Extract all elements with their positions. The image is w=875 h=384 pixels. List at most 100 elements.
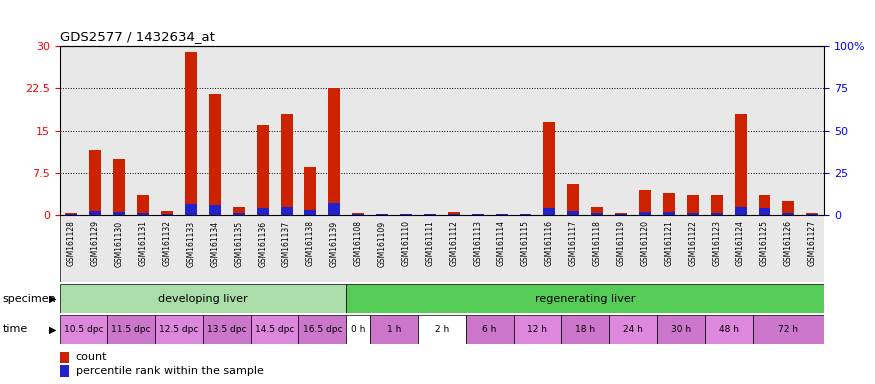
Text: 11.5 dpc: 11.5 dpc bbox=[111, 325, 151, 334]
Text: GSM161111: GSM161111 bbox=[425, 220, 434, 266]
Text: GSM161135: GSM161135 bbox=[234, 220, 243, 266]
Text: 2 h: 2 h bbox=[435, 325, 449, 334]
Text: GSM161128: GSM161128 bbox=[67, 220, 76, 266]
Text: 13.5 dpc: 13.5 dpc bbox=[207, 325, 247, 334]
Text: GSM161117: GSM161117 bbox=[569, 220, 578, 266]
Text: GSM161112: GSM161112 bbox=[450, 220, 458, 266]
Bar bbox=[592, 207, 603, 215]
Text: 18 h: 18 h bbox=[575, 325, 595, 334]
Text: GSM161115: GSM161115 bbox=[521, 220, 530, 266]
Bar bbox=[203, 315, 251, 344]
Bar bbox=[304, 167, 317, 215]
Text: GSM161123: GSM161123 bbox=[712, 220, 721, 266]
Bar bbox=[687, 195, 699, 215]
Bar bbox=[704, 315, 752, 344]
Bar bbox=[400, 214, 412, 215]
Bar bbox=[592, 214, 603, 215]
Bar bbox=[710, 213, 723, 215]
Bar bbox=[185, 52, 197, 215]
Bar bbox=[185, 204, 197, 215]
Bar bbox=[735, 114, 746, 215]
Text: GSM161116: GSM161116 bbox=[545, 220, 554, 266]
Bar bbox=[543, 208, 556, 215]
Bar bbox=[609, 315, 657, 344]
Text: GSM161118: GSM161118 bbox=[592, 220, 602, 266]
Text: 1 h: 1 h bbox=[387, 325, 402, 334]
Text: GSM161113: GSM161113 bbox=[473, 220, 482, 266]
Bar bbox=[161, 210, 173, 215]
Text: count: count bbox=[75, 352, 107, 362]
Bar bbox=[752, 315, 824, 344]
Bar bbox=[687, 213, 699, 215]
Text: 10.5 dpc: 10.5 dpc bbox=[64, 325, 103, 334]
Text: GSM161114: GSM161114 bbox=[497, 220, 506, 266]
Text: 6 h: 6 h bbox=[482, 325, 497, 334]
Bar bbox=[710, 195, 723, 215]
Bar bbox=[113, 159, 125, 215]
Bar bbox=[209, 94, 220, 215]
Bar bbox=[472, 214, 484, 215]
Bar bbox=[657, 315, 704, 344]
Text: GSM161137: GSM161137 bbox=[282, 220, 291, 266]
Text: GSM161125: GSM161125 bbox=[760, 220, 769, 266]
Bar bbox=[60, 315, 108, 344]
Bar bbox=[256, 125, 269, 215]
Bar bbox=[495, 214, 507, 215]
Text: ▶: ▶ bbox=[49, 324, 57, 334]
Text: GSM161108: GSM161108 bbox=[354, 220, 363, 266]
Bar bbox=[418, 315, 466, 344]
Bar bbox=[233, 214, 245, 215]
Text: 14.5 dpc: 14.5 dpc bbox=[255, 325, 294, 334]
Bar bbox=[66, 214, 77, 215]
Bar bbox=[663, 192, 675, 215]
Bar bbox=[759, 208, 771, 215]
Bar bbox=[353, 214, 364, 215]
Text: GSM161124: GSM161124 bbox=[736, 220, 746, 266]
Bar bbox=[346, 315, 370, 344]
Text: GSM161120: GSM161120 bbox=[640, 220, 649, 266]
Text: GSM161126: GSM161126 bbox=[784, 220, 793, 266]
Bar bbox=[615, 214, 627, 215]
Bar bbox=[281, 207, 292, 215]
Bar bbox=[66, 214, 77, 215]
Bar bbox=[60, 352, 69, 363]
Bar bbox=[233, 207, 245, 215]
Bar bbox=[281, 114, 292, 215]
Bar bbox=[567, 184, 579, 215]
Text: GSM161131: GSM161131 bbox=[138, 220, 148, 266]
Text: 12 h: 12 h bbox=[528, 325, 548, 334]
Bar bbox=[663, 212, 675, 215]
Text: developing liver: developing liver bbox=[158, 293, 248, 304]
Bar bbox=[543, 122, 556, 215]
Text: GSM161130: GSM161130 bbox=[115, 220, 123, 266]
Bar bbox=[89, 211, 102, 215]
Bar bbox=[256, 208, 269, 215]
Bar bbox=[89, 150, 102, 215]
Text: GSM161119: GSM161119 bbox=[617, 220, 626, 266]
Bar bbox=[562, 315, 609, 344]
Text: percentile rank within the sample: percentile rank within the sample bbox=[75, 366, 263, 376]
Bar bbox=[60, 284, 346, 313]
Text: GSM161134: GSM161134 bbox=[210, 220, 220, 266]
Bar bbox=[298, 315, 346, 344]
Text: 24 h: 24 h bbox=[623, 325, 643, 334]
Text: 72 h: 72 h bbox=[779, 325, 798, 334]
Text: 12.5 dpc: 12.5 dpc bbox=[159, 325, 199, 334]
Bar bbox=[304, 210, 317, 215]
Bar bbox=[209, 205, 220, 215]
Bar bbox=[735, 207, 746, 215]
Text: regenerating liver: regenerating liver bbox=[536, 293, 635, 304]
Bar bbox=[424, 214, 436, 215]
Bar bbox=[466, 315, 514, 344]
Text: 16.5 dpc: 16.5 dpc bbox=[303, 325, 342, 334]
Bar bbox=[60, 366, 69, 377]
Text: GSM161133: GSM161133 bbox=[186, 220, 195, 266]
Text: ▶: ▶ bbox=[49, 293, 57, 304]
Text: GSM161121: GSM161121 bbox=[664, 220, 674, 266]
Bar bbox=[448, 212, 459, 215]
Bar bbox=[567, 211, 579, 215]
Bar bbox=[251, 315, 298, 344]
Text: GDS2577 / 1432634_at: GDS2577 / 1432634_at bbox=[60, 30, 214, 43]
Bar bbox=[108, 315, 155, 344]
Bar bbox=[807, 214, 818, 215]
